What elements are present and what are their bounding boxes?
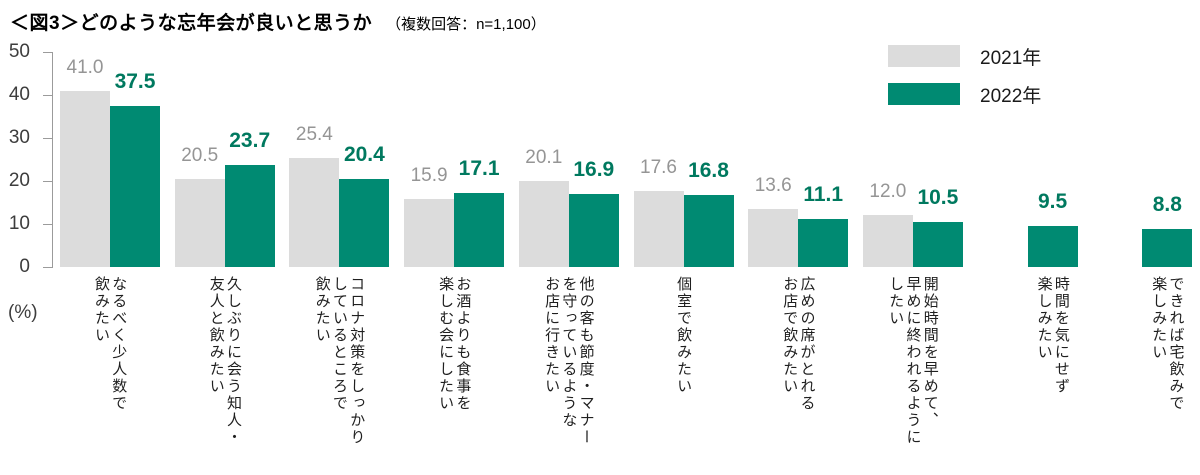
category-label-text: コロナ対策をしっかり しているところで 飲みたい — [313, 276, 366, 446]
value-label-2022: 37.5 — [114, 69, 156, 93]
bar-2021 — [518, 180, 569, 267]
bar-group: 15.9 17.1 — [404, 52, 505, 267]
category-label: 広めの席がとれる お店で飲みたい — [748, 276, 848, 472]
value-label-2022: 17.1 — [458, 157, 500, 181]
percent-unit-label: (%) — [8, 302, 38, 323]
bar-2022 — [454, 193, 505, 267]
y-tick-mark — [43, 224, 52, 225]
value-label-2021: 25.4 — [295, 123, 333, 145]
category-label: 個室で飲みたい — [634, 276, 734, 472]
legend-item-2022: 2022年 — [888, 83, 1042, 107]
category-label-text: なるべく少人数で 飲みたい — [93, 276, 128, 412]
value-label-2022: 10.5 — [917, 185, 959, 209]
category-label: 時間を気にせず 楽しみたい — [1028, 276, 1078, 472]
bar-2022 — [568, 194, 619, 267]
bar-group: 25.4 20.4 — [289, 52, 390, 267]
category-label-text: 広めの席がとれる お店で飲みたい — [781, 276, 816, 412]
value-label-2022: 16.9 — [573, 158, 615, 182]
legend-label-2022: 2022年 — [980, 85, 1042, 107]
legend-swatch-2022 — [888, 83, 960, 105]
bar-group: 13.6 11.1 — [748, 52, 849, 267]
value-label-2021: 20.5 — [181, 144, 219, 166]
category-label-text: 他の客も節度・マナー を守っているような お店に行きたい — [543, 276, 595, 446]
chart-subtitle: （複数回答：n=1,100） — [386, 16, 546, 33]
category-label: 開始時間を早めて、 早めに終われるように したい — [863, 276, 963, 472]
legend-item-2021: 2021年 — [888, 45, 1042, 69]
category-label-text: 久しぶりに会う知人・ 友人と飲みたい — [207, 276, 242, 446]
y-tick-mark — [43, 138, 52, 139]
bar-2022 — [110, 105, 160, 267]
category-label: 他の客も節度・マナー を守っているような お店に行きたい — [519, 276, 619, 472]
bar-group: 17.6 16.8 — [633, 52, 734, 267]
y-tick-label: 20 — [8, 170, 30, 191]
category-label-text: できれば宅飲みで 楽しみたい — [1150, 276, 1185, 412]
value-label-2021: 20.1 — [525, 146, 563, 168]
bar-group: 12.0 10.5 — [862, 52, 963, 267]
bar-2021 — [174, 178, 225, 267]
y-axis-line — [52, 52, 53, 268]
y-tick-label: 40 — [8, 84, 30, 105]
chart-header: ＜図3＞どのような忘年会が良いと思うか （複数回答：n=1,100） — [10, 8, 546, 35]
category-label-text: 開始時間を早めて、 早めに終われるように したい — [887, 276, 939, 446]
value-label-2022: 11.1 — [803, 183, 844, 207]
y-tick-mark — [43, 52, 52, 53]
y-tick-mark — [43, 267, 52, 268]
bar-2022 — [912, 221, 963, 267]
bar-group: 20.1 16.9 — [518, 52, 619, 267]
bar-2022 — [1142, 229, 1193, 267]
value-label-2021: 17.6 — [640, 157, 677, 179]
y-tick-mark — [43, 95, 52, 96]
value-label-2021: 13.6 — [754, 174, 792, 196]
value-label-2022: 23.7 — [229, 129, 271, 153]
y-tick-label: 0 — [19, 256, 30, 277]
category-label: コロナ対策をしっかり しているところで 飲みたい — [289, 276, 389, 472]
bar-2022 — [224, 165, 275, 267]
bar-2021 — [862, 215, 913, 267]
legend-label-2021: 2021年 — [980, 47, 1042, 69]
category-label: 久しぶりに会う知人・ 友人と飲みたい — [175, 276, 275, 472]
bar-2021 — [633, 191, 684, 267]
legend: 2021年 2022年 — [888, 45, 1041, 121]
bar-2021 — [289, 157, 340, 267]
value-label-2021: 15.9 — [410, 164, 448, 186]
bar-group: 41.0 37.5 — [60, 52, 160, 267]
value-label-2022: 20.4 — [343, 143, 385, 167]
bar-2022 — [339, 179, 390, 267]
bar-2022 — [1027, 226, 1078, 267]
bar-2022 — [798, 219, 849, 267]
chart-title: ＜図3＞どのような忘年会が良いと思うか — [10, 13, 373, 34]
bar-group: 8.8 — [1092, 52, 1193, 267]
value-label-2022: 8.8 — [1152, 193, 1182, 217]
category-label-text: 個室で飲みたい — [675, 276, 693, 395]
legend-swatch-2021 — [888, 45, 960, 67]
value-label-2021: 41.0 — [66, 56, 104, 78]
bar-group: 20.5 23.7 — [174, 52, 275, 267]
bar-2022 — [683, 194, 734, 267]
y-tick-label: 50 — [8, 41, 30, 62]
bar-2021 — [60, 90, 110, 267]
y-tick-label: 10 — [8, 213, 30, 234]
bar-2021 — [404, 198, 455, 267]
value-label-2021: 12.0 — [869, 181, 907, 203]
value-label-2022: 9.5 — [1037, 190, 1068, 214]
category-label-text: お酒よりも食事を 楽しむ会にしたい — [437, 276, 472, 412]
y-tick-mark — [43, 181, 52, 182]
bar-2021 — [748, 208, 799, 267]
y-tick-label: 30 — [8, 127, 30, 148]
category-label-text: 時間を気にせず 楽しみたい — [1035, 276, 1070, 395]
bar-group: 9.5 — [978, 52, 1078, 267]
category-label: お酒よりも食事を 楽しむ会にしたい — [404, 276, 504, 472]
value-label-2022: 16.8 — [688, 158, 729, 182]
category-label: できれば宅飲みで 楽しみたい — [1142, 276, 1192, 472]
category-label: なるべく少人数で 飲みたい — [60, 276, 160, 472]
